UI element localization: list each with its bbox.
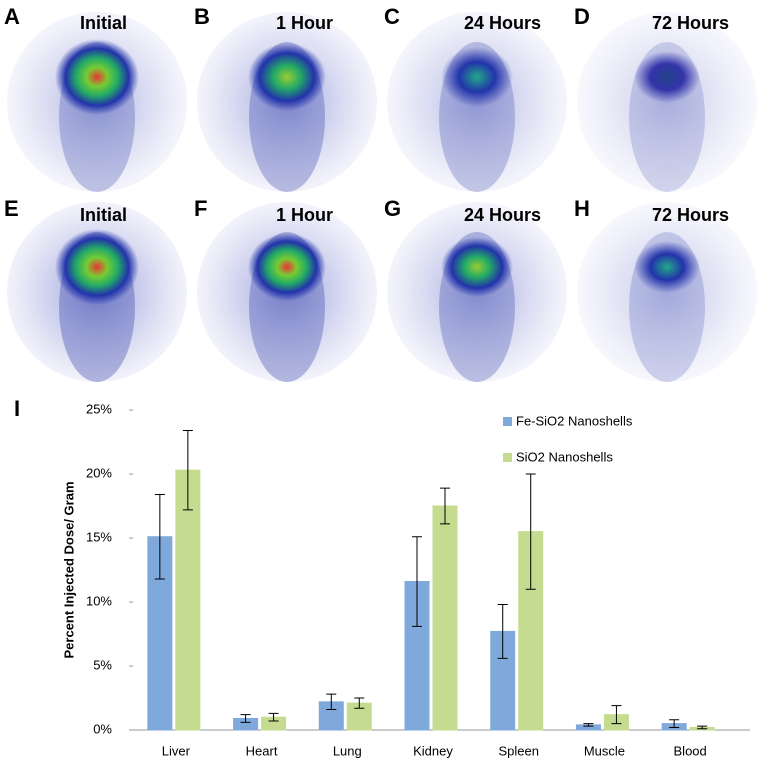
panel-label: 24 Hours (464, 205, 541, 225)
error-bar (525, 473, 536, 590)
panel-letter: D (574, 4, 590, 29)
panel-label: 72 Hours (652, 13, 729, 33)
error-bar (240, 714, 251, 723)
error-bar (412, 536, 422, 627)
y-tick-label: 0% (93, 721, 112, 736)
panel-label: 1 Hour (276, 205, 333, 225)
scan-hotspot (634, 51, 700, 103)
legend-label: SiO2 Nanoshells (516, 449, 613, 464)
y-tick-label: 20% (86, 465, 112, 480)
panel-letter: I (14, 396, 20, 421)
panel-letter: E (4, 196, 19, 221)
error-bar (354, 697, 365, 709)
legend-swatch (503, 453, 512, 462)
error-bar (182, 429, 193, 511)
y-tick-label: 5% (93, 657, 112, 672)
x-tick-label: Blood (674, 743, 707, 758)
y-tick-label: 25% (86, 401, 112, 416)
scan-hotspot (248, 233, 326, 301)
panel-label: 72 Hours (652, 205, 729, 225)
scan-hotspot (55, 39, 139, 115)
panel-label: Initial (80, 13, 127, 33)
error-bar (440, 487, 450, 525)
scan-hotspot (55, 229, 139, 305)
panel-letter: A (4, 4, 20, 29)
y-tick-label: 15% (86, 529, 112, 544)
error-bar (669, 719, 680, 728)
error-bar (497, 604, 508, 659)
panel-letter: B (194, 4, 210, 29)
scan-hotspot (441, 237, 513, 297)
x-tick-label: Muscle (584, 743, 625, 758)
error-bar (154, 493, 165, 580)
scan-hotspot (441, 47, 513, 107)
bar (432, 505, 458, 731)
scan-hotspot (248, 43, 326, 111)
panel-letter: H (574, 196, 590, 221)
x-tick-label: Lung (333, 743, 362, 758)
panel-letter: G (384, 196, 401, 221)
panel-letter: C (384, 4, 400, 29)
error-bar (583, 723, 594, 727)
panel-label: 24 Hours (464, 13, 541, 33)
x-tick-label: Heart (246, 743, 278, 758)
x-tick-label: Spleen (498, 743, 538, 758)
error-bar (697, 725, 708, 730)
bar (518, 531, 544, 731)
x-tick-label: Kidney (413, 743, 453, 758)
panel-label: 1 Hour (276, 13, 333, 33)
legend-swatch (503, 417, 512, 426)
error-bar (611, 705, 622, 725)
error-bar (268, 712, 279, 722)
error-bar (326, 693, 337, 711)
legend-label: Fe-SiO2 Nanoshells (516, 413, 633, 428)
y-tick-label: 10% (86, 593, 112, 608)
panel-label: Initial (80, 205, 127, 225)
x-tick-label: Liver (162, 743, 191, 758)
panel-letter: F (194, 196, 207, 221)
y-axis-title: Percent Injected Dose/ Gram (61, 481, 76, 658)
scan-hotspot (634, 241, 700, 293)
